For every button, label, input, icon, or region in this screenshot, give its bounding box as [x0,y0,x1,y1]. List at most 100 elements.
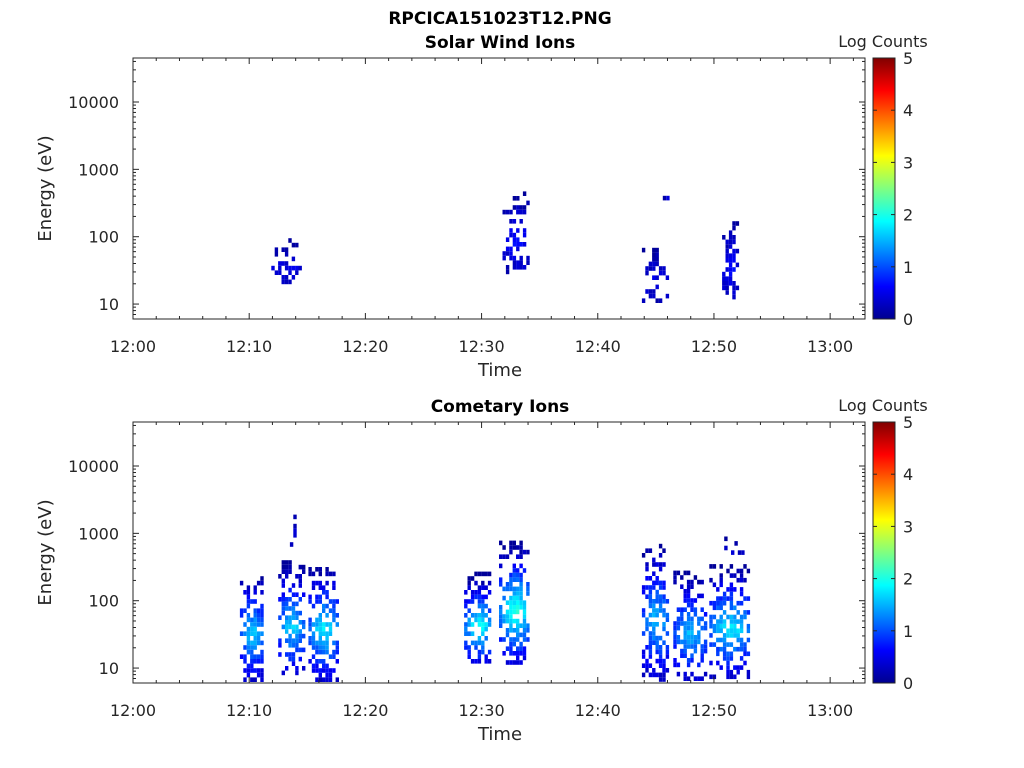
data-cell [246,617,251,623]
data-cell [256,608,261,613]
data-cell [729,656,734,661]
data-cell [260,613,264,618]
data-cell [648,672,653,678]
data-cell [464,626,468,632]
data-cell [505,628,510,633]
data-cell [522,191,527,196]
data-cell [481,585,485,590]
data-cell [641,663,646,668]
data-cell [256,617,261,623]
data-cell [693,648,698,654]
data-cell [735,248,740,254]
data-cell [652,252,656,257]
colorbar [872,57,896,320]
data-cell [686,644,691,649]
data-cell [645,585,649,590]
data-cell [652,631,656,636]
x-tick-label: 12:40 [575,337,621,356]
data-cell [481,640,485,646]
data-cell [291,610,296,616]
data-cell [246,672,251,678]
data-cell [467,617,471,623]
data-cell [318,668,322,673]
colorbar-tick-label: 3 [903,517,913,536]
data-cell [246,603,251,609]
data-cell [484,613,488,618]
data-cell [645,622,649,627]
data-cell [505,209,510,215]
data-cell [289,542,294,547]
data-cell [728,230,733,235]
data-cell [719,605,723,611]
data-cell [502,255,506,261]
data-cell [487,590,492,595]
data-cell [739,573,744,578]
x-tick-label: 12:10 [226,337,272,356]
figure-title: RPCICA151023T12.PNG [388,9,611,29]
data-cell [302,569,306,574]
data-cell [683,593,687,599]
data-cell [686,570,691,576]
data-cell [502,614,506,619]
data-cell [285,615,289,620]
data-cell [293,528,297,533]
data-cell [322,626,326,632]
data-cell [673,644,677,649]
data-cell [246,599,251,604]
data-cell [519,545,523,550]
data-cell [648,622,653,627]
data-cell [291,601,296,607]
data-cell [505,586,510,592]
data-cell [736,669,740,675]
data-cell [505,265,510,270]
data-cell [522,655,527,661]
data-cell [652,275,656,280]
data-cell [522,232,527,238]
data-cell [285,606,289,611]
data-cell [648,261,653,267]
data-cell [481,580,485,586]
data-cell [519,623,523,628]
data-cell [655,247,659,253]
data-cell [293,523,297,529]
data-cell [648,576,653,581]
data-cell [281,606,285,611]
data-cell [652,640,656,645]
data-cell [719,628,723,634]
data-cell [260,677,264,682]
data-cell [291,656,296,662]
data-cell [686,593,691,599]
data-cell [648,631,653,636]
data-cell [516,568,520,573]
data-cell [291,652,296,657]
data-cell [246,668,251,673]
data-cell [641,553,646,558]
data-cell [516,246,520,252]
colorbar-tick-label: 5 [903,413,913,432]
data-cell [690,621,694,626]
data-cell [641,247,646,253]
data-cell [724,545,728,551]
x-tick-label: 12:50 [691,701,737,720]
data-cell [729,619,734,624]
data-cell [284,261,289,266]
data-cell [512,568,516,573]
data-cell [676,625,681,631]
data-cell [505,269,510,275]
data-cell [464,613,468,618]
data-cell [325,594,329,600]
data-cell [519,205,523,210]
data-cell [519,219,523,224]
data-cell [239,608,244,613]
data-cell [641,631,646,636]
data-cell [641,589,646,595]
data-cell [308,626,312,632]
data-cell [697,616,701,622]
data-cell [318,631,322,636]
data-cell [509,637,513,642]
data-cell [288,279,292,285]
data-cell [322,659,326,664]
data-cell [658,266,663,271]
data-cell [729,633,734,638]
x-tick-label: 12:10 [226,701,272,720]
